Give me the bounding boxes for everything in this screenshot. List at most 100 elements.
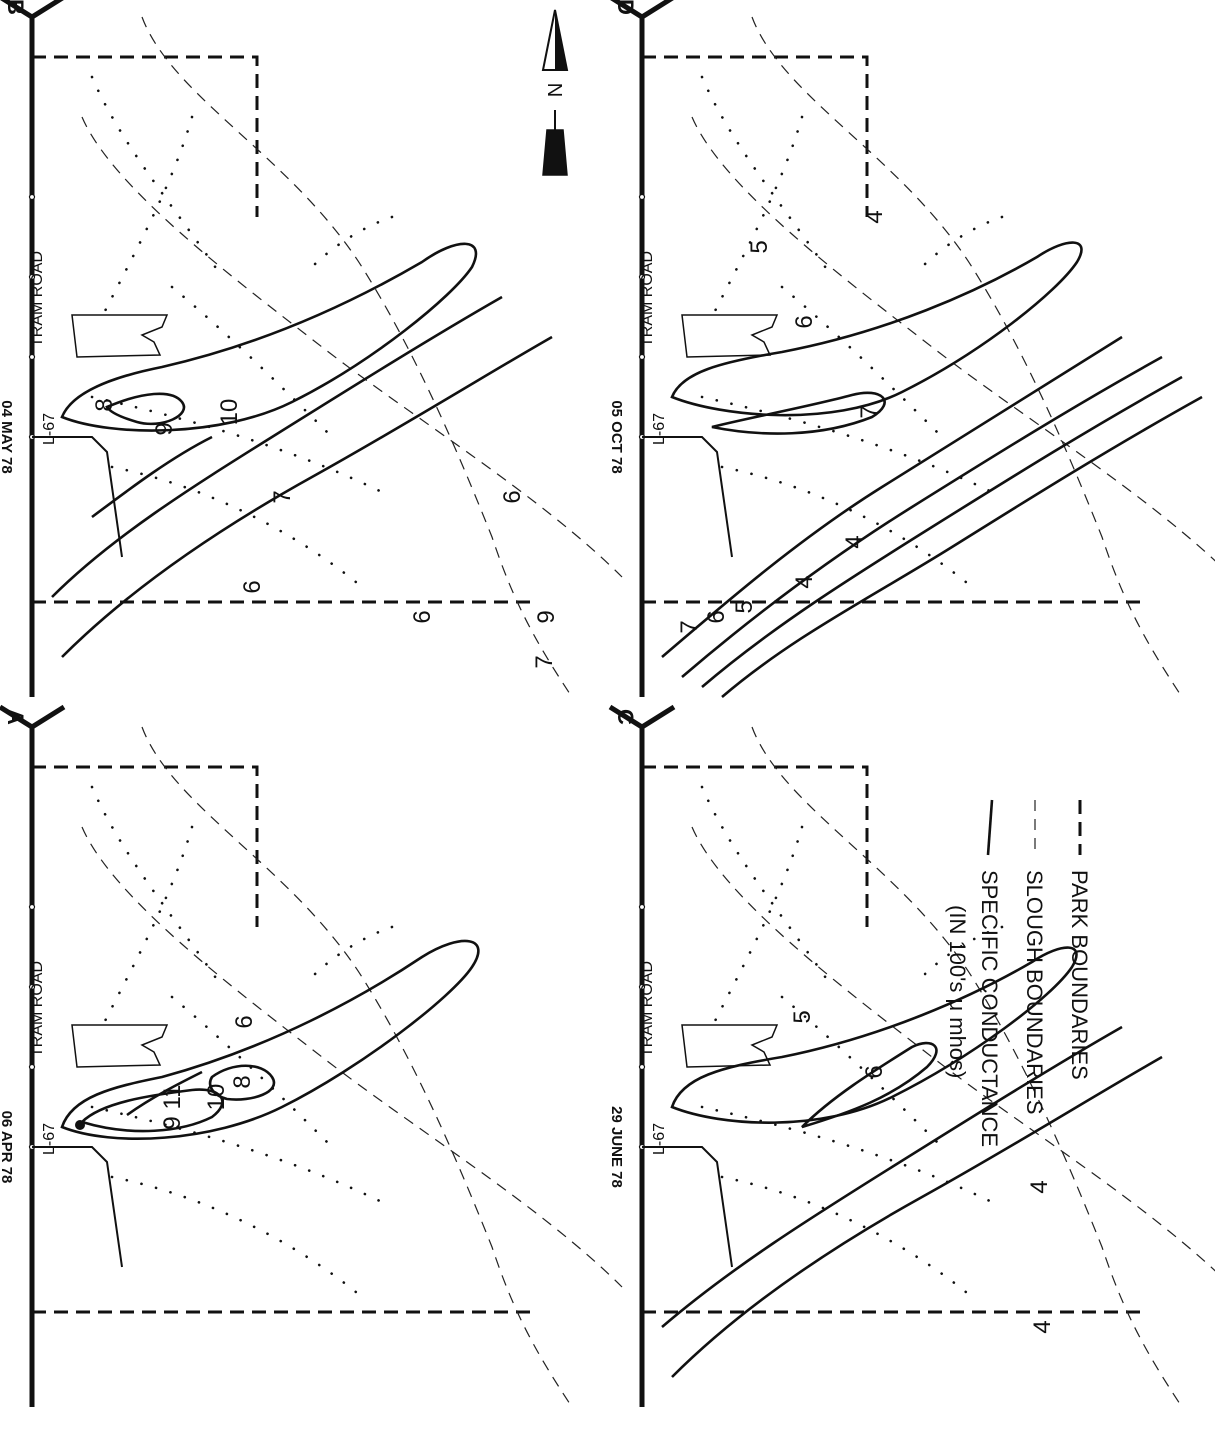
conductance-contour [126,1070,203,1117]
tram-road: TRAM ROAD [29,251,169,358]
contour-label: 6 [409,610,436,623]
sampling-dots [110,1175,364,1299]
panel-a: TRAM ROAD L-67 6 8 10 11 9 06 APR 78 A [0,704,623,1408]
sampling-dots [920,215,1004,269]
panel-date: 29 JUNE 78 [608,1106,625,1188]
legend-units: (IN 100's μ mhos) [945,905,970,1078]
canal-l67 [642,436,733,558]
park-boundary [32,765,259,927]
conductance-contour [670,241,1083,417]
sampling-dots [720,465,974,589]
park-boundary [32,1310,534,1317]
conductance-contour [79,1088,224,1133]
conductance-contour [661,335,1123,658]
contour-label: 5 [731,600,758,613]
contour-label: 9 [533,610,560,623]
park-boundary [642,765,869,927]
canal-l67 [32,436,123,558]
contour-label: 10 [216,399,243,426]
conductance-contour [61,335,553,658]
conductance-contour [51,295,503,598]
tamiami-trail-road [0,0,66,697]
sampling-dots [170,285,334,439]
slough-boundary [141,16,573,698]
conductance-contour [91,435,213,519]
canal-label: L-67 [651,1123,668,1155]
tram-road: TRAM ROAD [29,961,169,1068]
sampling-dots [90,785,224,989]
contour-label: 9 [151,422,178,435]
sampling-dots [710,115,804,319]
canal-l67 [32,1146,123,1268]
panel-date: 05 OCT 78 [608,400,625,473]
tram-road-label: TRAM ROAD [29,961,46,1057]
panel-b: TRAM ROAD L-67 10 9 8 7 6 6 9 6 7 04 MAY… [0,0,623,698]
contour-label: 5 [789,1010,816,1023]
tram-road-label: TRAM ROAD [639,961,656,1057]
conductance-contour [661,1025,1123,1328]
canal-label: L-67 [41,1123,58,1155]
sampling-dots [700,785,834,989]
contour-label: 6 [499,490,526,503]
north-arrow: N [541,9,569,176]
canal-label: L-67 [41,413,58,445]
legend-label: SPECIFIC CONDUCTANCE [977,870,1002,1147]
legend-label: SLOUGH BOUNDARIES [1022,870,1047,1115]
tamiami-trail-road [608,0,676,697]
tram-road: TRAM ROAD [639,961,779,1068]
panel-date: 06 APR 78 [0,1111,15,1184]
conductance-contour [671,1055,1163,1378]
contour-label: 9 [159,1116,186,1129]
contour-label: 8 [91,398,118,411]
panel-c: TRAM ROAD L-67 6 5 4 4 29 JUNE 78 C [608,704,1215,1408]
conductance-contour [670,946,1078,1124]
legend-item-conductance: SPECIFIC CONDUCTANCE (IN 100's μ mhos) [945,799,1002,1147]
sampling-dots [700,75,834,279]
conductance-contour [681,355,1163,678]
tamiami-trail-road [608,704,676,1407]
contour-label: 5 [746,240,773,253]
sampling-dots [170,995,334,1149]
contour-label: 11 [159,1085,186,1110]
conductance-contour [801,1041,938,1129]
contour-label: 7 [269,490,296,503]
slough-boundary [691,116,1215,578]
contour-label: 8 [229,1075,256,1088]
contour-label: 7 [676,620,703,633]
contour-label: 7 [531,655,558,668]
panel-letter: D [613,0,638,15]
tram-road: TRAM ROAD [639,251,779,358]
park-boundary [642,600,1144,607]
conductance-contour [701,375,1183,688]
sampling-dots [780,285,944,439]
contour-label: 4 [1026,1180,1053,1193]
contour-label: 6 [231,1015,258,1028]
sampling-dots [100,115,194,319]
sampling-dots [310,925,394,979]
park-boundary [32,600,534,607]
canal-l67 [642,1146,733,1268]
legend-item-park: PARK BOUNDARIES [1067,800,1092,1080]
contour-label: 6 [239,580,266,593]
contour-label: 7 [856,405,883,418]
conductance-contour [105,392,186,426]
contour-label: 6 [861,1065,888,1078]
park-boundary [642,55,869,217]
conductance-contour [711,391,886,435]
slough-boundary [751,726,1183,1408]
contour-label: 4 [841,535,868,548]
contour-label: 6 [703,610,730,623]
conductance-contour [60,939,480,1140]
panel-date: 04 MAY 78 [0,400,15,473]
sampling-dots [710,825,804,1029]
panel-letter: B [3,0,28,15]
sampling-dots [90,75,224,279]
legend-label: PARK BOUNDARIES [1067,870,1092,1080]
contour-label: 6 [791,315,818,328]
slough-boundary [751,16,1183,698]
panel-letter: C [613,709,638,725]
canal-label: L-67 [651,413,668,445]
park-boundary [32,55,259,217]
contour-label: 4 [1029,1320,1056,1333]
